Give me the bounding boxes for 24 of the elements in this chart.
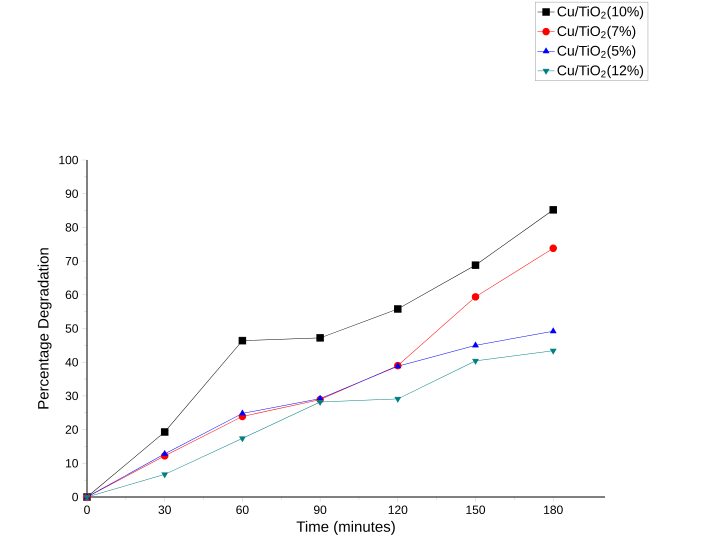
y-tick-label: 0 (72, 492, 78, 502)
legend-label: Cu/TiO$_{2}$(10%) (558, 6, 644, 20)
y-tick-label: 60 (66, 290, 78, 300)
legend-label: Cu/TiO$_{2}$(7%) (558, 26, 636, 39)
y-tick-label: 100 (59, 156, 78, 164)
x-tick-label: 0 (84, 506, 90, 514)
y-tick-label: 20 (66, 425, 78, 434)
x-tick-label: 30 (158, 506, 171, 514)
y-tick-label: 50 (66, 324, 78, 333)
x-tick-label: 90 (314, 506, 326, 514)
y-tick-label: 40 (65, 358, 78, 366)
y-tick-label: 70 (66, 256, 78, 266)
y-tick-label: 10 (66, 459, 78, 468)
legend-label: Cu/TiO$_{2}$(5%) (558, 45, 636, 58)
x-tick-label: 150 (466, 506, 486, 514)
legend-label: Cu/TiO$_{2}$(12%) (558, 65, 644, 78)
y-tick-label: 30 (66, 392, 78, 400)
x-tick-label: 60 (236, 506, 249, 514)
x-tick-label: 120 (388, 506, 408, 514)
x-tick-label: 180 (544, 506, 563, 514)
y-axis-title: Percentage Degradation (38, 248, 52, 409)
y-tick-label: 90 (66, 189, 78, 198)
x-axis-title: Time (minutes) (296, 520, 395, 535)
y-tick-label: 80 (66, 223, 78, 232)
